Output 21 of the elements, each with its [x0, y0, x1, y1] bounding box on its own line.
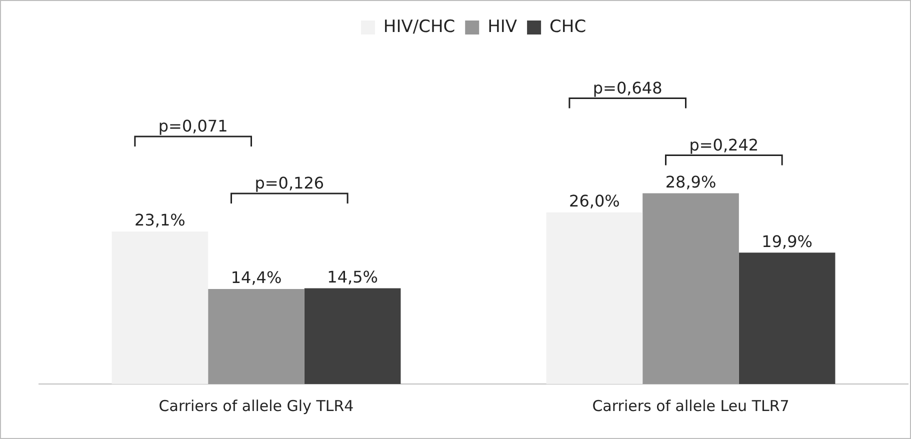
data-label: 14,4% [230, 268, 282, 288]
bar [546, 212, 643, 384]
bar [208, 288, 304, 384]
data-label: 14,5% [327, 267, 378, 286]
bar [304, 288, 401, 384]
text: p=0,071 [158, 116, 228, 136]
text: p=0,242 [689, 135, 759, 154]
data-label: 23,1% [134, 210, 186, 230]
legend-label: CHC [550, 16, 586, 37]
legend-label: HIV [488, 16, 518, 37]
bar [738, 252, 836, 384]
text: p=0,126 [254, 174, 324, 193]
bar [642, 193, 739, 384]
data-label: 28,9% [665, 172, 716, 192]
bar [112, 232, 208, 384]
data-label: 26,0% [569, 192, 620, 211]
legend-label: HIV/CHC [383, 16, 456, 37]
text: p=0,648 [592, 78, 662, 98]
data-label: 19,9% [762, 232, 812, 251]
x-tick-label: Carriers of allele Gly TLR4 [158, 396, 354, 415]
x-tick-label: Carriers of allele Leu TLR7 [592, 396, 790, 415]
